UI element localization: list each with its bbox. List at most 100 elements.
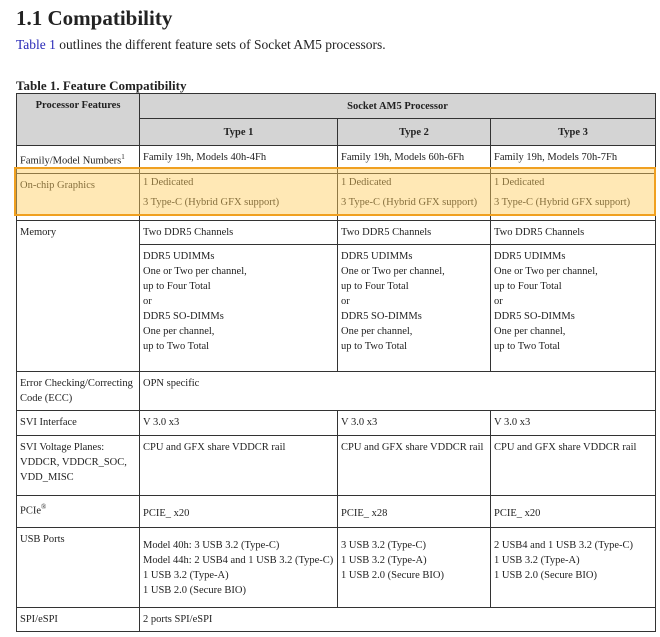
value-cell: 1 Dedicated 3 Type-C (Hybrid GFX support… (337, 172, 491, 221)
cell-line (494, 188, 652, 198)
cell-line: One per channel, (341, 325, 413, 337)
value-cell: Family 19h, Models 40h-4Fh (139, 145, 338, 174)
cell-line: Two DDR5 Channels (341, 226, 432, 238)
cell-line: DDR5 UDIMMs (143, 250, 215, 262)
feature-label: USB Ports (20, 533, 65, 545)
value-cell: Two DDR5 Channels (489, 219, 657, 245)
cell-line: 1 USB 3.2 (Type-A) (494, 554, 580, 566)
feature-cell: SVI Interface (16, 409, 140, 436)
feature-label: Family/Model Numbers (20, 155, 122, 167)
cell-line: DDR5 SO-DIMMs (143, 310, 224, 322)
cell-line: PCIE_ x28 (341, 507, 388, 519)
cell-line: up to Two Total (341, 340, 408, 352)
value-cell: CPU and GFX share VDDCR rail (139, 434, 338, 496)
feature-cell: On-chip Graphics (16, 172, 140, 221)
value-cell: CPU and GFX share VDDCR rail (489, 434, 657, 496)
cell-line: up to Four Total (143, 280, 211, 292)
cell-line: One or Two per channel, (494, 265, 598, 277)
cell-line (341, 188, 487, 198)
feature-cell: SVI Voltage Planes: VDDCR, VDDCR_SOC, VD… (16, 434, 140, 496)
feature-cell: SPI/eSPI (16, 606, 140, 632)
feature-label: PCIe (20, 505, 41, 516)
cell-line: Family 19h, Models 40h-4Fh (143, 152, 267, 163)
table-caption: Table 1. Feature Compatibility (16, 78, 187, 93)
intro-text: outlines the different feature sets of S… (55, 37, 386, 52)
cell-line: One or Two per channel, (143, 265, 247, 277)
feature-cell: Family/Model Numbers1 (16, 145, 140, 174)
value-cell: Model 40h: 3 USB 3.2 (Type-C) Model 44h: … (139, 526, 338, 608)
table-link[interactable]: Table 1 (16, 37, 56, 52)
page-title: 1.1 Compatibility (16, 6, 173, 30)
cell-line: 1 USB 2.0 (Secure BIO) (341, 569, 444, 581)
value-cell: OPN specific (138, 370, 657, 411)
table-row: Memory Two DDR5 Channels Two DDR5 Channels… (16, 219, 657, 372)
type-header: Type 3 (489, 118, 657, 146)
table-row: PCIe® PCIE_ x20 PCIE_ x28 PCIE_ x20 (16, 494, 657, 528)
value-cell: CPU and GFX share VDDCR rail (337, 434, 491, 496)
cell-line: Family 19h, Models 60h-6Fh (341, 152, 465, 163)
value-cell: V 3.0 x3 (489, 409, 657, 436)
feature-compatibility-table: Processor Features Socket AM5 Processor … (16, 93, 657, 632)
table-row: USB Ports Model 40h: 3 USB 3.2 (Type-C) Mo… (16, 526, 657, 608)
table-row: Error Checking/Correcting Code (ECC) OPN … (16, 370, 657, 411)
cell-line: V 3.0 x3 (494, 416, 531, 428)
cell-line: DDR5 SO-DIMMs (494, 310, 575, 322)
cell-line: One per channel, (143, 325, 215, 337)
cell-line: 3 Type-C (Hybrid GFX support) (494, 196, 631, 208)
cell-line: DDR5 UDIMMs (494, 250, 566, 262)
cell-line: PCIE_ x20 (494, 507, 541, 519)
cell-line: Model 44h: 2 USB4 and 1 USB 3.2 (Type-C) (143, 554, 334, 566)
cell-line: PCIE_ x20 (143, 507, 190, 519)
value-cell: DDR5 UDIMMs One or Two per channel, up to … (337, 243, 491, 372)
table-row: On-chip Graphics 1 Dedicated 3 Type-C (Hy… (16, 172, 657, 221)
cell-line: DDR5 SO-DIMMs (341, 310, 422, 322)
cell-line: 3 USB 3.2 (Type-C) (341, 539, 427, 551)
table-row: DDR5 UDIMMs One or Two per channel, up to … (17, 243, 657, 372)
cell-line: 1 USB 3.2 (Type-A) (143, 569, 229, 581)
cell-line: 1 Dedicated (494, 176, 545, 188)
value-cell: Two DDR5 Channels (337, 219, 491, 245)
cell-line (143, 188, 334, 198)
feature-label: On-chip Graphics (20, 179, 95, 191)
value-cell: DDR5 UDIMMs One or Two per channel, up to … (489, 243, 657, 372)
feature-header: Processor Features (16, 93, 140, 146)
value-cell: PCIE_ x20 (139, 494, 338, 528)
value-cell: 1 Dedicated 3 Type-C (Hybrid GFX support… (139, 172, 338, 221)
feature-label: Error Checking/Correcting Code (ECC) (20, 377, 133, 404)
type-header: Type 2 (337, 118, 491, 146)
cell-line: up to Two Total (494, 340, 561, 352)
value-cell: 3 USB 3.2 (Type-C) 1 USB 3.2 (Type-A) 1 US… (337, 526, 491, 608)
cell-line: Two DDR5 Channels (494, 226, 585, 238)
value-cell: 2 ports SPI/eSPI (138, 606, 657, 632)
table-row: SPI/eSPI 2 ports SPI/eSPI (16, 606, 657, 632)
superscript: ® (41, 502, 47, 511)
feature-cell: PCIe® (16, 494, 140, 528)
feature-label: SVI Interface (20, 416, 77, 428)
value-cell: PCIE_ x28 (337, 494, 491, 528)
cell-line: CPU and GFX share VDDCR rail (494, 441, 637, 453)
feature-label: SPI/eSPI (20, 613, 58, 625)
cell-line: V 3.0 x3 (143, 416, 180, 428)
cell-line: Model 40h: 3 USB 3.2 (Type-C) (143, 539, 280, 551)
feature-cell: USB Ports (16, 526, 140, 608)
table-row: SVI Interface V 3.0 x3 V 3.0 x3 V 3.0 x3 (16, 409, 657, 436)
value-cell: DDR5 UDIMMs One or Two per channel, up to … (139, 243, 338, 372)
type-header: Type 1 (139, 118, 338, 146)
superscript: 1 (121, 153, 125, 161)
feature-cell: Memory (16, 219, 140, 372)
feature-cell: Error Checking/Correcting Code (ECC) (16, 370, 140, 411)
value-cell: PCIE_ x20 (489, 494, 657, 528)
cell-line: One or Two per channel, (341, 265, 445, 277)
cell-line: CPU and GFX share VDDCR rail (143, 441, 286, 453)
cell-line: 3 Type-C (Hybrid GFX support) (143, 196, 280, 208)
cell-line: 3 Type-C (Hybrid GFX support) (341, 196, 478, 208)
value-cell: 1 Dedicated 3 Type-C (Hybrid GFX support… (489, 172, 657, 221)
value-cell: V 3.0 x3 (337, 409, 491, 436)
table-row: Family/Model Numbers1 Family 19h, Models … (16, 145, 657, 174)
cell-line: Two DDR5 Channels (143, 226, 234, 238)
cell-line: 1 USB 2.0 (Secure BIO) (143, 584, 246, 596)
cell-line: Family 19h, Models 70h-7Fh (494, 152, 618, 163)
cell-line: 1 USB 2.0 (Secure BIO) (494, 569, 597, 581)
intro-paragraph: Table 1 outlines the different feature s… (16, 37, 386, 53)
table-row: SVI Voltage Planes: VDDCR, VDDCR_SOC, VD… (16, 434, 657, 496)
